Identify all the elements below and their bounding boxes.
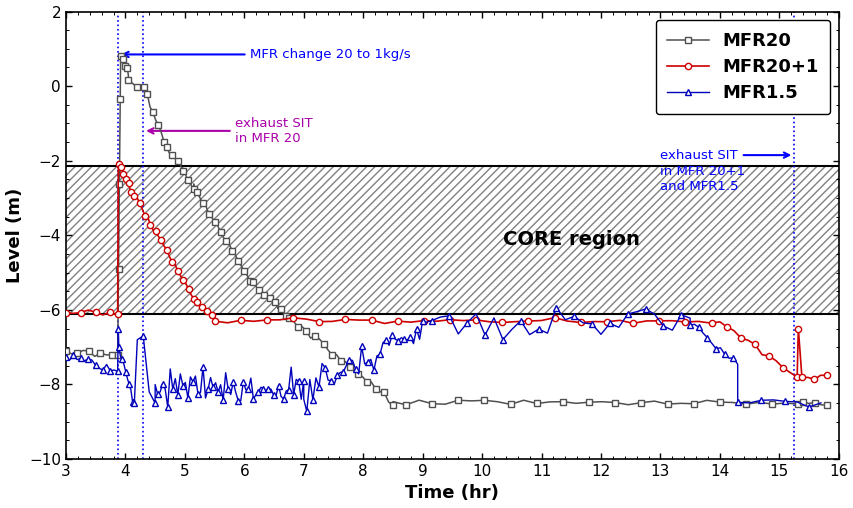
Y-axis label: Level (m): Level (m) (6, 187, 24, 283)
Bar (66, 166, 838, 313)
MFR20 (821, 402, 831, 408)
MFR1.5 (68, 352, 78, 358)
MFR20 (61, 348, 71, 355)
MFR20+1 (83, 307, 93, 313)
MFR1.5 (551, 304, 561, 310)
MFR1.5 (780, 398, 790, 404)
Text: CORE region: CORE region (502, 230, 639, 248)
MFR20+1 (791, 374, 801, 380)
MFR20+1 (721, 324, 731, 330)
MFR1.5 (803, 404, 813, 410)
MFR20 (233, 258, 243, 264)
Text: in MFR 20+1
and MFR1.5: in MFR 20+1 and MFR1.5 (659, 166, 745, 194)
Line: MFR20+1: MFR20+1 (63, 162, 829, 383)
Line: MFR1.5: MFR1.5 (63, 304, 823, 415)
MFR20 (127, 80, 137, 86)
X-axis label: Time (hr): Time (hr) (405, 485, 499, 502)
Text: exhaust SIT
in MFR 20: exhaust SIT in MFR 20 (148, 117, 313, 145)
MFR20+1 (821, 372, 831, 378)
Text: MFR change 20 to 1kg/s: MFR change 20 to 1kg/s (123, 48, 410, 61)
MFR20 (118, 56, 128, 62)
MFR20 (154, 122, 164, 128)
MFR1.5 (278, 396, 288, 402)
Text: exhaust SIT: exhaust SIT (659, 149, 788, 162)
MFR20+1 (90, 309, 101, 315)
MFR1.5 (301, 408, 311, 415)
MFR20+1 (614, 318, 624, 324)
MFR20+1 (113, 162, 124, 168)
MFR20 (335, 358, 345, 364)
MFR1.5 (223, 386, 233, 392)
Line: MFR20: MFR20 (63, 51, 829, 408)
MFR20 (156, 130, 166, 136)
MFR1.5 (815, 400, 825, 406)
MFR20+1 (170, 261, 180, 267)
MFR1.5 (246, 375, 256, 381)
MFR20 (117, 52, 127, 58)
Legend: MFR20, MFR20+1, MFR1.5: MFR20, MFR20+1, MFR1.5 (655, 20, 829, 114)
MFR20+1 (809, 376, 819, 383)
MFR20 (387, 402, 397, 408)
MFR20+1 (61, 310, 71, 316)
MFR1.5 (61, 354, 71, 360)
